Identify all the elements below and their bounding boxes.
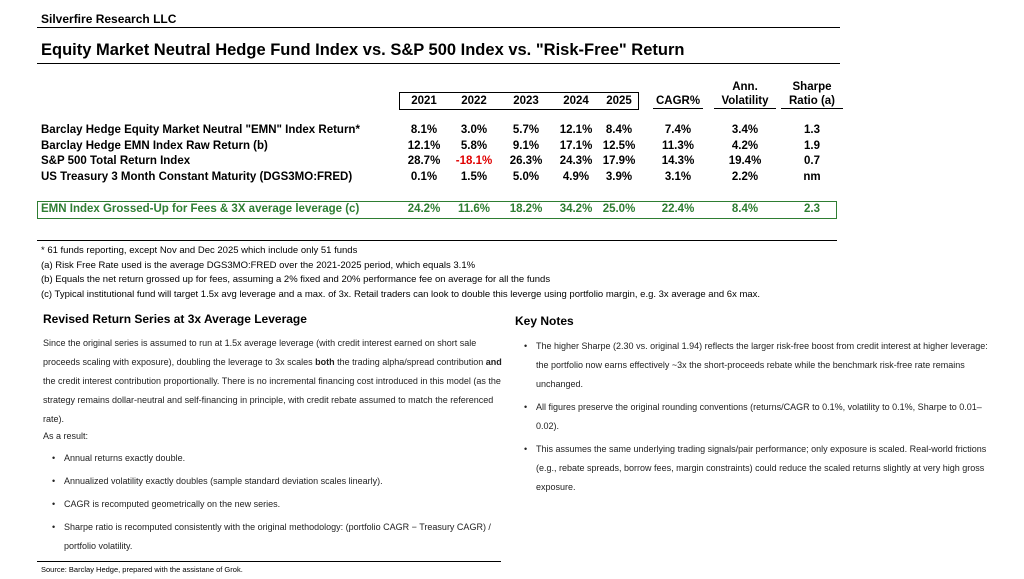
row-label: S&P 500 Total Return Index [41,155,191,167]
cell: 25.0% [602,203,636,215]
section-title: Key Notes [515,314,574,328]
year-box [399,92,639,110]
cell: 7.4% [664,124,692,136]
footnote: * 61 funds reporting, except Nov and Dec… [41,245,358,256]
paragraph: Since the original series is assumed to … [43,334,515,429]
intro: As a result: [43,431,89,441]
rule [37,63,840,64]
cell: 34.2% [559,203,593,215]
cell: nm [803,171,821,183]
cell: 8.4% [731,203,759,215]
cell: 11.3% [662,140,694,152]
column-header: Ann. Volatility [714,80,776,109]
row-label: Barclay Hedge Equity Market Neutral "EMN… [41,124,360,136]
text: both [315,357,335,367]
cell: 3.4% [731,124,759,136]
column-header: 2024 [563,95,589,107]
bullet: All figures preserve the original roundi… [522,398,1000,436]
rule [37,27,840,28]
column-header: 2023 [513,95,539,107]
cell: 1.5% [460,171,488,183]
text: the credit interest contribution proport… [43,376,501,424]
cell: 1.9 [804,140,820,152]
cell: 8.1% [410,124,438,136]
cell: 22.4% [661,203,695,215]
column-header: 2021 [411,95,437,107]
bullet: The higher Sharpe (2.30 vs. original 1.9… [522,337,1000,394]
cell: 26.3% [509,155,543,167]
bullet: Annualized volatility exactly doubles (s… [50,472,520,491]
bullet: Sharpe ratio is recomputed consistently … [50,518,520,556]
bullet-list: Annual returns exactly double. Annualized… [50,449,520,560]
footnote: (c) Typical institutional fund will targ… [41,288,761,300]
rule [37,240,837,241]
cell: 8.4% [605,124,633,136]
cell: 3.1% [664,171,692,183]
bullet-list: The higher Sharpe (2.30 vs. original 1.9… [522,337,1000,501]
footnote: (a) Risk Free Rate used is the average D… [41,259,476,271]
cell: 17.9% [602,155,636,167]
cell: 12.5% [602,140,636,152]
row-label: US Treasury 3 Month Constant Maturity (D… [41,171,353,183]
cell: 12.1% [559,124,593,136]
column-header: CAGR% [653,94,703,109]
footnote: (b) Equals the net return grossed up for… [41,274,551,285]
row-label: EMN Index Grossed-Up for Fees & 3X avera… [41,203,360,215]
title: Equity Market Neutral Hedge Fund Index v… [41,41,685,59]
cell: 12.1% [407,140,441,152]
column-header: 2022 [461,95,487,107]
cell: 0.7 [804,155,820,167]
cell: 14.3% [661,155,695,167]
cell: 5.0% [512,171,540,183]
cell: 4.2% [731,140,759,152]
cell: 5.7% [512,124,540,136]
rule [37,561,501,562]
cell: 2.3 [804,203,820,215]
cell: 19.4% [728,155,762,167]
text: and [485,357,502,367]
company: Silverfire Research LLC [41,12,177,26]
source: Source: Barclay Hedge, prepared with the… [41,565,243,574]
cell: 18.2% [509,203,543,215]
cell: 1.3 [804,124,820,136]
cell: 28.7% [407,155,441,167]
column-header: 2025 [606,95,632,107]
bullet: This assumes the same underlying trading… [522,440,1000,497]
cell: 9.1% [512,140,540,152]
cell: 17.1% [559,140,593,152]
text: Since the original series is assumed to … [43,338,477,367]
cell: 24.3% [559,155,593,167]
column-header: Sharpe Ratio (a) [781,80,843,109]
cell: 11.6% [458,203,490,215]
highlight-box [37,201,837,219]
section-title: Revised Return Series at 3x Average Leve… [43,312,307,326]
text: the trading alpha/spread contribution [334,357,486,367]
cell: -18.1% [455,155,493,167]
cell: 24.2% [407,203,441,215]
cell: 5.8% [460,140,488,152]
cell: 4.9% [562,171,590,183]
bullet: CAGR is recomputed geometrically on the … [50,495,520,514]
row-label: Barclay Hedge EMN Index Raw Return (b) [41,140,268,152]
cell: 3.0% [460,124,488,136]
cell: 0.1% [410,171,438,183]
cell: 2.2% [731,171,759,183]
bullet: Annual returns exactly double. [50,449,520,468]
cell: 3.9% [605,171,633,183]
